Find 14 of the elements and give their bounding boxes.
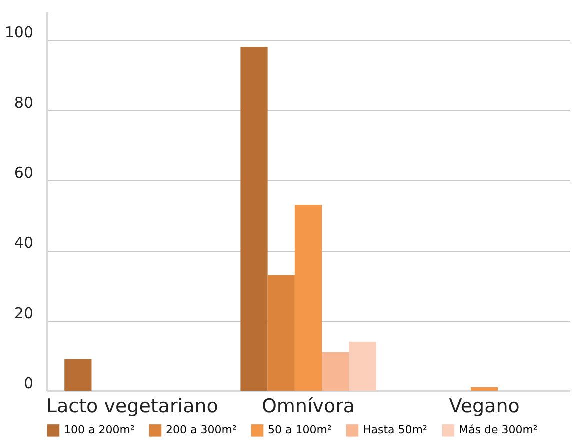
legend-label: 200 a 300m² (166, 424, 237, 437)
y-tick-label: 80 (14, 94, 34, 112)
legend-label: 50 a 100m² (268, 424, 332, 437)
x-tick-label: Omnívora (262, 396, 356, 418)
legend-label: Más de 300m² (459, 424, 538, 437)
y-tick-label: 100 (4, 24, 34, 42)
x-tick-label: Vegano (449, 396, 520, 418)
x-tick-label: Lacto vegetariano (46, 396, 218, 418)
y-tick-label: 20 (14, 304, 34, 322)
y-tick-label: 0 (24, 374, 34, 392)
legend-label: 100 a 200m² (64, 424, 135, 437)
y-tick-label: 40 (14, 234, 34, 252)
legend-label: Hasta 50m² (363, 424, 428, 437)
y-tick-label: 60 (14, 164, 34, 182)
